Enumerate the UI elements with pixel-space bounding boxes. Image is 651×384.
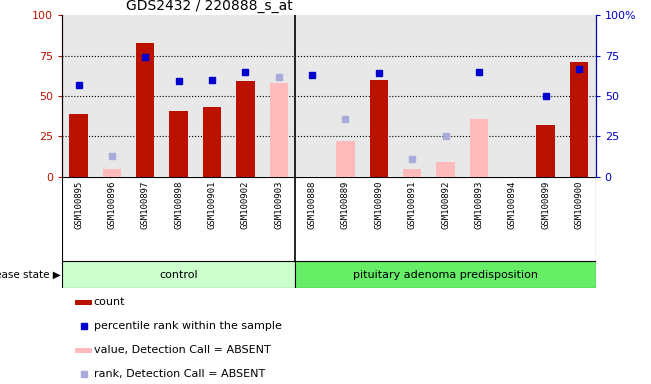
Text: GSM100895: GSM100895 — [74, 181, 83, 229]
Bar — [370, 80, 388, 177]
Bar — [70, 114, 88, 177]
Text: GSM100893: GSM100893 — [475, 181, 484, 229]
Text: GSM100894: GSM100894 — [508, 181, 517, 229]
Text: pituitary adenoma predisposition: pituitary adenoma predisposition — [353, 270, 538, 280]
Bar — [570, 62, 588, 177]
Bar — [62, 261, 296, 288]
Bar — [436, 162, 454, 177]
Text: GSM100899: GSM100899 — [541, 181, 550, 229]
Text: GSM100896: GSM100896 — [107, 181, 117, 229]
Bar — [470, 119, 488, 177]
Text: GSM100902: GSM100902 — [241, 181, 250, 229]
Bar — [76, 348, 92, 353]
Text: rank, Detection Call = ABSENT: rank, Detection Call = ABSENT — [94, 369, 265, 379]
Text: GSM100891: GSM100891 — [408, 181, 417, 229]
Text: count: count — [94, 297, 126, 308]
Bar — [296, 261, 596, 288]
Text: GSM100889: GSM100889 — [341, 181, 350, 229]
Bar — [103, 169, 121, 177]
Bar — [76, 300, 92, 305]
Bar — [136, 43, 154, 177]
Bar — [403, 169, 421, 177]
Text: GSM100898: GSM100898 — [174, 181, 183, 229]
Text: GSM100888: GSM100888 — [307, 181, 316, 229]
Text: GSM100892: GSM100892 — [441, 181, 450, 229]
Bar — [169, 111, 187, 177]
Text: percentile rank within the sample: percentile rank within the sample — [94, 321, 282, 331]
Text: GSM100901: GSM100901 — [208, 181, 217, 229]
Bar — [337, 141, 355, 177]
Text: GSM100897: GSM100897 — [141, 181, 150, 229]
Text: GSM100903: GSM100903 — [274, 181, 283, 229]
Bar — [236, 81, 255, 177]
Bar — [536, 125, 555, 177]
Text: disease state ▶: disease state ▶ — [0, 270, 61, 280]
Text: value, Detection Call = ABSENT: value, Detection Call = ABSENT — [94, 345, 271, 356]
Text: control: control — [159, 270, 198, 280]
Bar — [270, 83, 288, 177]
Text: GSM100900: GSM100900 — [574, 181, 583, 229]
Text: GDS2432 / 220888_s_at: GDS2432 / 220888_s_at — [126, 0, 293, 13]
Bar — [203, 107, 221, 177]
Text: GSM100890: GSM100890 — [374, 181, 383, 229]
